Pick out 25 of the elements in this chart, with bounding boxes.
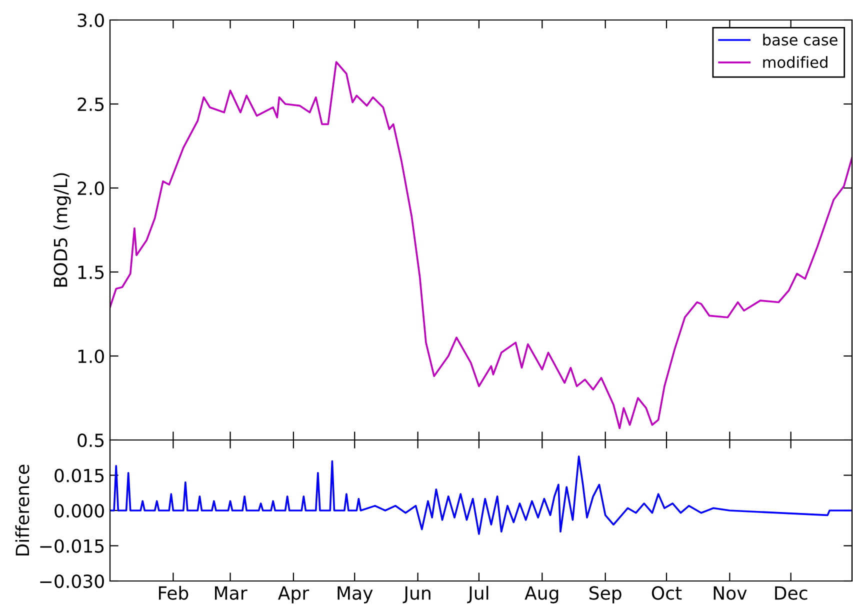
y-axis-title: Difference xyxy=(15,464,30,556)
y-tick-label: 1.5 xyxy=(78,266,104,280)
x-tick-label: Nov xyxy=(714,586,747,600)
x-tick-label: Jul xyxy=(467,586,488,604)
y-tick-label: 3.0 xyxy=(78,13,104,28)
y-tick-label: 2.5 xyxy=(78,97,104,112)
y-tick-label: 0.5 xyxy=(78,433,104,448)
y-tick-label: −0.015 xyxy=(40,539,104,553)
y-tick-label: −0.030 xyxy=(40,574,104,588)
y-tick-label: 0.000 xyxy=(54,504,104,518)
x-tick-label: Feb xyxy=(158,586,188,600)
x-tick-label: Jun xyxy=(402,586,430,604)
x-tick-label: Aug xyxy=(524,586,558,604)
x-tick-label: Mar xyxy=(215,586,248,600)
y-tick-label: 0.015 xyxy=(54,468,104,482)
x-tick-label: Sep xyxy=(590,586,622,604)
x-tick-label: Apr xyxy=(278,586,310,604)
y-axis-title: BOD5 (mg/L) xyxy=(53,173,71,287)
legend-label: modified xyxy=(763,56,828,68)
legend-label: base case xyxy=(763,34,838,46)
x-tick-label: May xyxy=(338,586,373,604)
y-tick-label: 1.0 xyxy=(78,349,104,364)
y-tick-label: 2.0 xyxy=(78,181,104,196)
x-tick-label: Dec xyxy=(775,586,808,600)
x-tick-label: Oct xyxy=(652,586,682,600)
